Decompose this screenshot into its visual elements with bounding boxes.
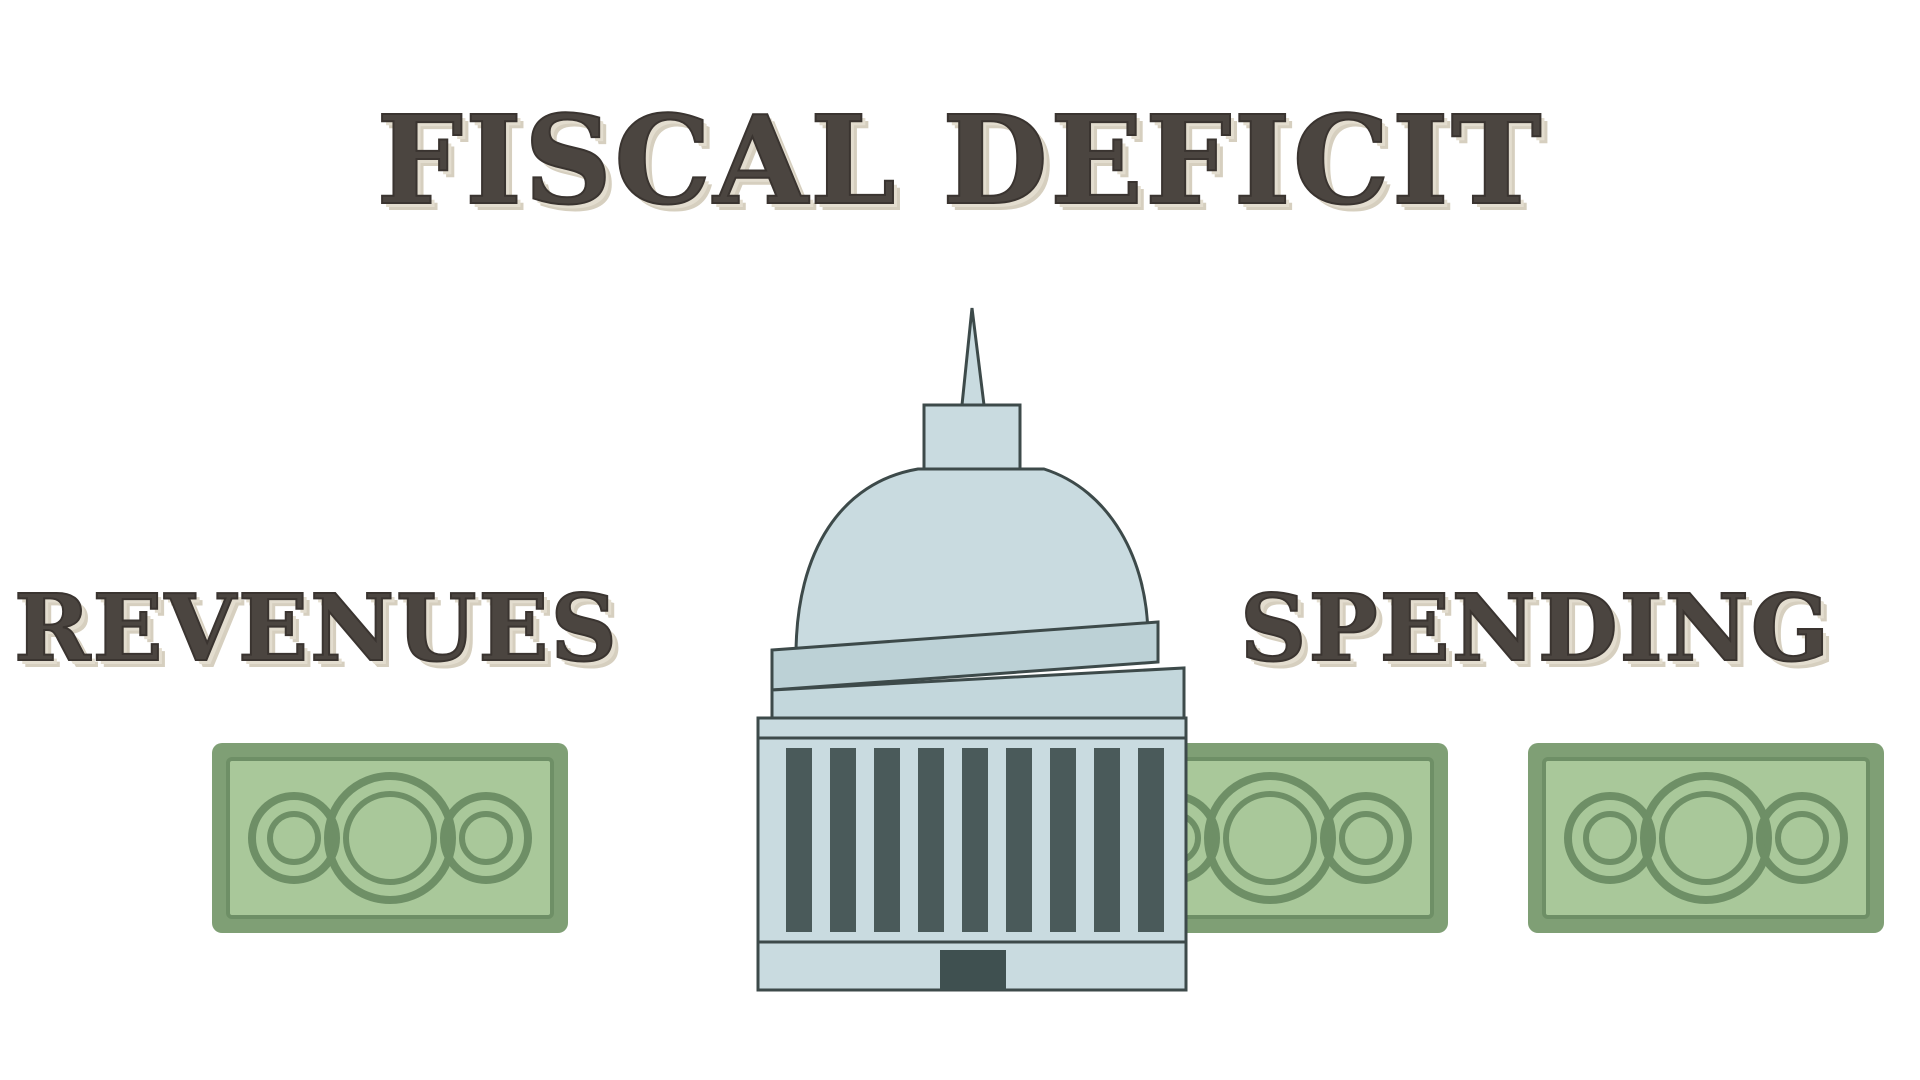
spending-label: SPENDING	[1239, 573, 1832, 683]
dollar-bill-icon	[1528, 743, 1884, 933]
revenues-label: REVENUES	[13, 573, 619, 683]
page-title: FISCAL DEFICIT	[375, 87, 1544, 233]
dollar-bill-icon	[212, 743, 568, 933]
capitol-building-icon	[756, 307, 1188, 992]
